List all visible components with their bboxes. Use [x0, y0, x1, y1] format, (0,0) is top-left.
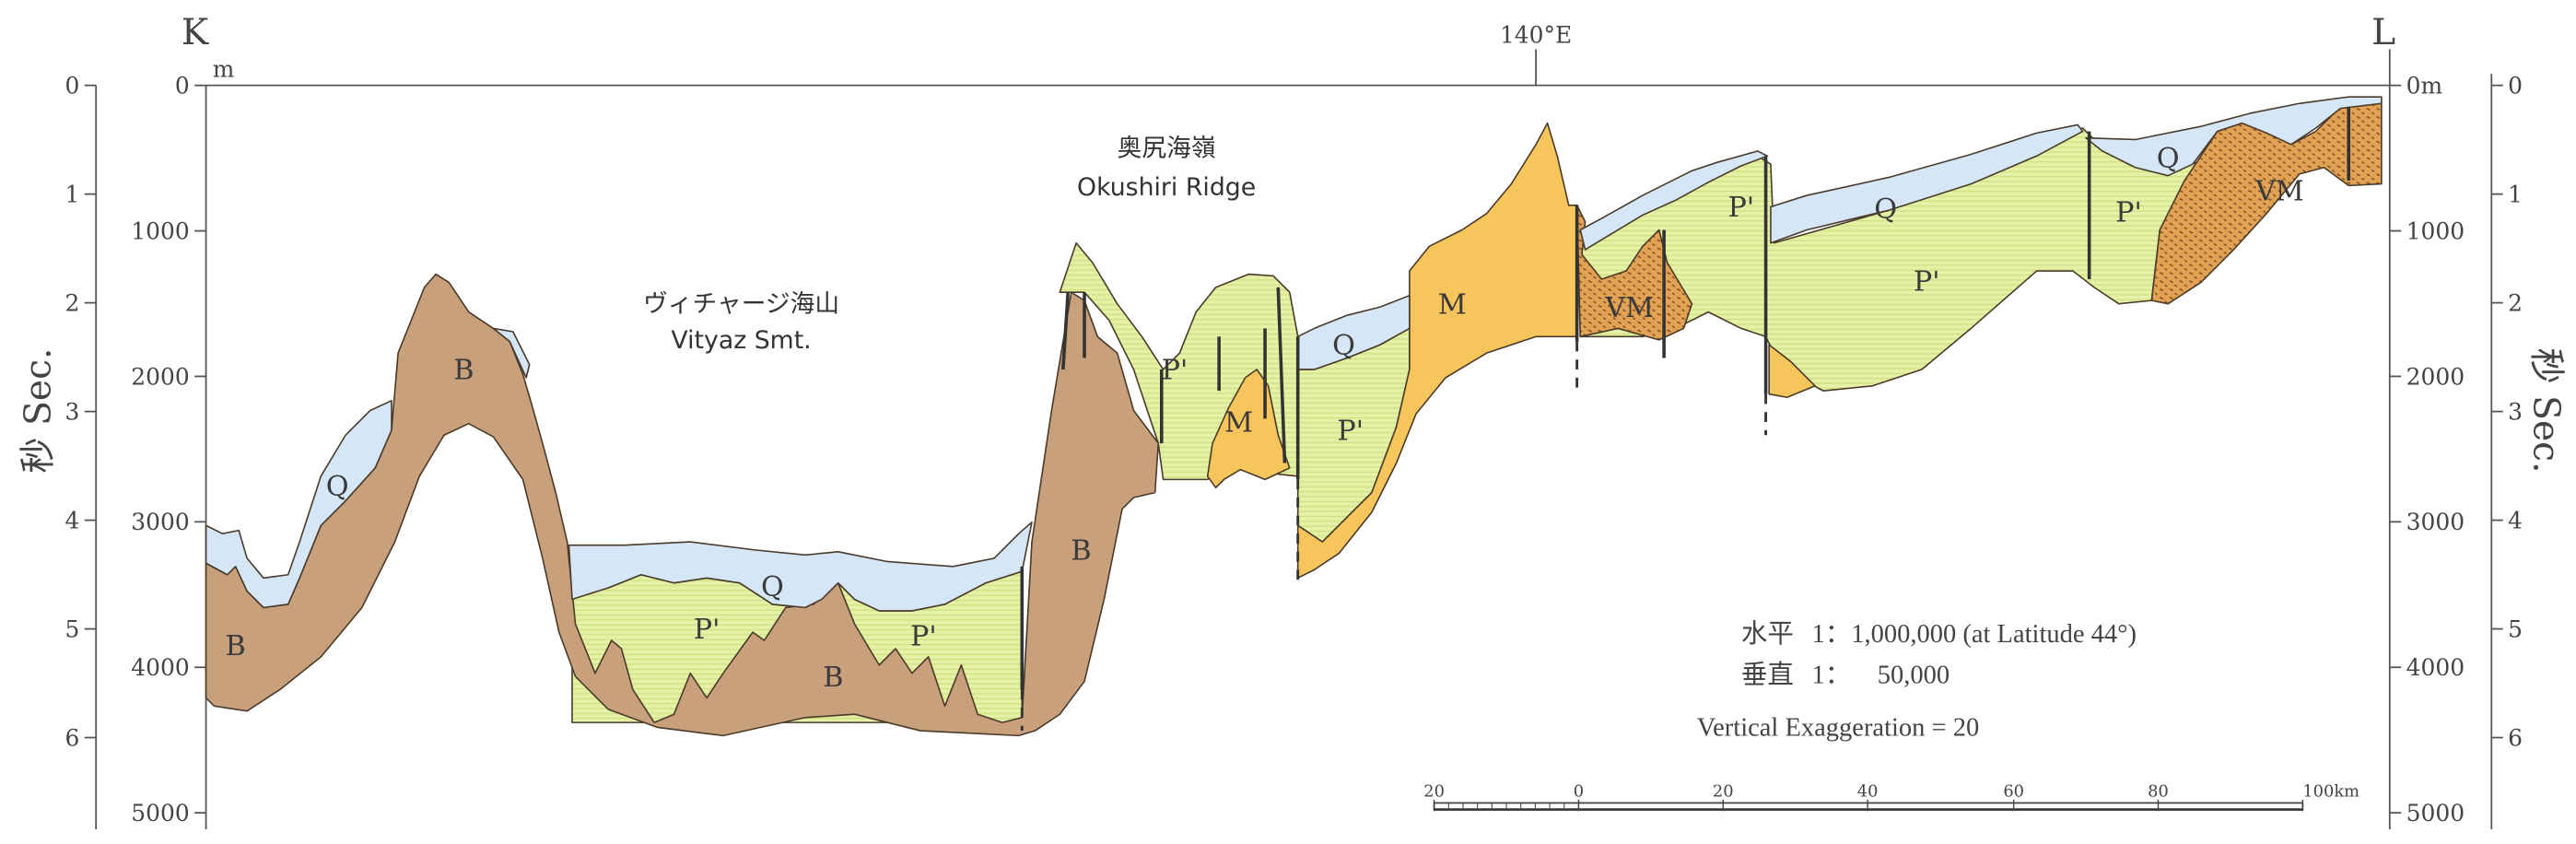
scale-bar-label: 100km [2302, 781, 2359, 801]
left-seconds-label: 5 [64, 615, 79, 642]
right-seconds-label: 1 [2508, 182, 2523, 208]
label-P: P' [2115, 197, 2142, 229]
okushiri-name-en: Okushiri Ridge [1077, 173, 1256, 202]
left-seconds-label: 0 [64, 73, 79, 100]
vertical-scale-value: 1： 50,000 [1811, 661, 1950, 689]
left-meters-label: 1000 [131, 217, 189, 244]
label-M: M [1438, 288, 1467, 321]
right-meters-label: 5000 [2406, 800, 2465, 826]
unit-Q-west [205, 400, 392, 609]
right-meters-label: 4000 [2406, 654, 2465, 681]
okushiri-name-ja: 奥尻海嶺 [1118, 134, 1216, 162]
vertical-exaggeration: Vertical Exaggeration = 20 [1697, 713, 1980, 742]
label-Q: Q [326, 471, 349, 503]
scale-bar-label: 60 [2003, 781, 2024, 801]
left-seconds-label: 4 [64, 507, 79, 533]
scale-bar-label: 0 [1574, 781, 1584, 801]
unit-Q-seamount [492, 327, 531, 379]
left-seconds-label: 3 [64, 399, 79, 426]
meridian-label: 140°E [1500, 21, 1572, 48]
unit-M-okushiri [1206, 369, 1291, 489]
right-seconds-label: 2 [2508, 290, 2523, 317]
left-seconds-label: 1 [64, 182, 79, 208]
scale-bar: 20 0 20 40 60 80 100km [1423, 781, 2359, 812]
vityaz-name-en: Vityaz Smt. [671, 326, 811, 355]
label-P: P' [694, 614, 720, 646]
left-seconds-label: 2 [64, 290, 79, 317]
scale-bar-label: 20 [1713, 781, 1734, 801]
right-meters-label: 3000 [2406, 509, 2465, 535]
scale-bar-label: 20 [1423, 781, 1445, 801]
label-Q: Q [2157, 143, 2180, 175]
unit-B [205, 273, 1160, 737]
unit-Q-east-a [1579, 150, 1769, 251]
faults [1020, 106, 2351, 732]
left-seconds-axis: 0 1 2 3 4 5 6 [64, 73, 98, 829]
left-meters-axis: 0 1000 2000 3000 4000 5000 m [131, 56, 234, 829]
left-meters-label: 3000 [131, 509, 189, 535]
right-seconds-label: 3 [2508, 399, 2523, 426]
unit-Q-east-b [1770, 123, 2084, 244]
label-VM: VM [1604, 292, 1654, 324]
left-seconds-title: 秒 Sec. [18, 347, 59, 473]
scale-bar-label: 80 [2148, 781, 2169, 801]
unit-M-small [1768, 344, 1816, 399]
label-P: P' [1337, 416, 1364, 448]
scale-bar-label: 40 [1857, 781, 1879, 801]
label-Q: Q [761, 571, 784, 604]
left-meters-label: 2000 [131, 363, 189, 390]
right-meters-label: 2000 [2406, 363, 2465, 390]
unit-labels: B B B B Q Q Q Q Q P' P' P' P' P' P' P' M… [226, 143, 2304, 694]
label-M: M [1224, 407, 1253, 440]
right-seconds-label: 6 [2508, 724, 2523, 751]
label-B: B [226, 630, 246, 662]
label-P: P' [1162, 355, 1188, 387]
unit-Q-trough [1296, 294, 1411, 370]
horizontal-scale-value: 1：1,000,000 (at Latitude 44°) [1811, 620, 2137, 649]
label-B: B [453, 355, 474, 387]
left-seconds-label: 6 [64, 724, 79, 751]
right-seconds-label: 0 [2508, 73, 2523, 100]
right-meters-axis: 0m 1000 2000 3000 4000 5000 [2388, 49, 2465, 829]
section-start-label: K [181, 12, 209, 53]
right-seconds-label: 4 [2508, 507, 2523, 533]
right-seconds-title: 秒 Sec. [2525, 347, 2567, 473]
label-P: P' [910, 620, 937, 652]
right-seconds-axis: 0 1 2 3 4 5 6 [2490, 73, 2523, 829]
unit-Q-basin [568, 521, 1033, 612]
left-meters-label: 5000 [131, 800, 189, 826]
label-B: B [823, 662, 843, 694]
vertical-scale-label: 垂直 [1741, 660, 1794, 689]
unit-M-central [1296, 122, 1578, 580]
right-meters-label: 0m [2406, 73, 2443, 100]
label-P: P' [1914, 265, 1940, 298]
section-end-label: L [2371, 12, 2395, 53]
unit-P-east [1579, 127, 2219, 392]
label-P: P' [1728, 192, 1755, 224]
left-meters-label: 0 [175, 73, 190, 100]
horizontal-scale-label: 水平 [1741, 619, 1794, 649]
unit-Q-east-c [2085, 96, 2383, 177]
label-B: B [1071, 535, 1091, 568]
vityaz-name-ja: ヴィチャージ海山 [643, 290, 839, 319]
right-meters-label: 1000 [2406, 217, 2465, 244]
meters-unit: m [213, 56, 235, 83]
label-Q: Q [1874, 193, 1897, 226]
label-Q: Q [1332, 330, 1355, 362]
left-meters-label: 4000 [131, 654, 189, 681]
label-VM: VM [2254, 175, 2304, 207]
right-seconds-label: 5 [2508, 615, 2523, 642]
